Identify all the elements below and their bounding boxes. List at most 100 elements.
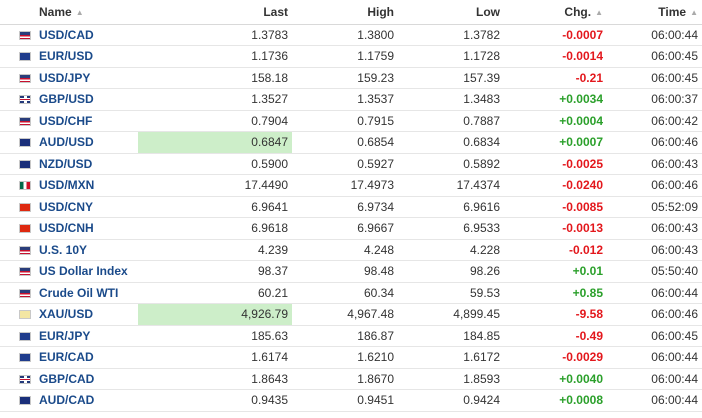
instrument-name-cell: USD/CHF xyxy=(0,110,138,132)
low-cell: 17.4374 xyxy=(456,178,500,193)
column-header-chg[interactable]: Chg. ▲ xyxy=(504,0,607,25)
instrument-link[interactable]: AUD/USD xyxy=(39,135,94,150)
low-cell: 1.1728 xyxy=(463,49,500,64)
instrument-link[interactable]: EUR/JPY xyxy=(39,328,91,343)
time-cell: 06:00:44 xyxy=(651,285,698,300)
table-row: EUR/USD 1.1736 1.1759 1.1728 -0.0014 06:00:45 xyxy=(0,46,702,67)
time-cell: 06:00:44 xyxy=(651,350,698,365)
eu-flag xyxy=(19,52,31,62)
instrument-name-cell: EUR/JPY xyxy=(0,325,138,347)
instrument-link[interactable]: USD/CNY xyxy=(39,199,94,214)
instrument-link[interactable]: GBP/CAD xyxy=(39,371,95,386)
last-cell: 0.7904 xyxy=(251,113,288,128)
last-cell: 0.5900 xyxy=(251,156,288,171)
table-row: AUD/USD 0.6847 0.6854 0.6834 +0.0007 06:00:46 xyxy=(0,131,702,153)
table-row: Crude Oil WTI 60.21 60.34 59.53 +0.85 06:00:4… xyxy=(0,282,702,304)
column-header-high[interactable]: High xyxy=(292,0,398,25)
table-row: NZD/USD 0.5900 0.5927 0.5892 -0.0025 06:00:43 xyxy=(0,153,702,175)
chg-cell: -0.0007 xyxy=(562,27,603,42)
last-cell: 98.37 xyxy=(257,264,288,279)
instrument-link[interactable]: USD/CHF xyxy=(39,113,93,128)
sort-arrows-icon[interactable]: ▲ xyxy=(595,7,603,17)
instrument-name-cell: USD/CNH xyxy=(0,218,138,240)
last-cell: 1.3527 xyxy=(251,92,288,107)
table-row: USD/CHF 0.7904 0.7915 0.7887 +0.0004 06:00:42 xyxy=(0,110,702,132)
column-header-time-label: Time xyxy=(658,4,687,19)
time-cell: 06:00:43 xyxy=(651,221,698,236)
last-cell: 1.3783 xyxy=(251,27,288,42)
instrument-link[interactable]: AUD/CAD xyxy=(39,393,95,408)
instrument-link[interactable]: EUR/CAD xyxy=(39,350,94,365)
table-row: USD/JPY 158.18 159.23 157.39 -0.21 06:00:45 xyxy=(0,67,702,89)
column-header-name[interactable]: Name ▲ xyxy=(0,0,138,25)
time-cell: 06:00:45 xyxy=(651,49,698,64)
last-cell: 17.4490 xyxy=(244,178,288,193)
time-cell: 05:50:40 xyxy=(651,264,698,279)
column-header-last-label: Last xyxy=(263,4,288,19)
instrument-link[interactable]: U.S. 10Y xyxy=(39,242,88,257)
time-cell: 05:52:09 xyxy=(651,199,698,214)
gb-flag xyxy=(19,95,31,105)
time-cell: 06:00:45 xyxy=(651,328,698,343)
instrument-link[interactable]: USD/CNH xyxy=(39,221,94,236)
sort-arrows-icon[interactable]: ▲ xyxy=(690,7,698,17)
low-cell: 98.26 xyxy=(469,264,500,279)
table-row: USD/CAD 1.3783 1.3800 1.3782 -0.0007 06:00:44 xyxy=(0,24,702,46)
instrument-link[interactable]: XAU/USD xyxy=(39,307,94,322)
us-flag xyxy=(19,116,31,126)
low-cell: 1.3782 xyxy=(463,27,500,42)
instrument-link[interactable]: USD/CAD xyxy=(39,27,94,42)
us-flag xyxy=(19,73,31,83)
instrument-link[interactable]: US Dollar Index xyxy=(39,264,128,279)
instrument-name-cell: NZD/USD xyxy=(0,153,138,175)
column-header-high-label: High xyxy=(367,4,394,19)
last-cell: 4,926.79 xyxy=(138,303,292,325)
instrument-link[interactable]: EUR/USD xyxy=(39,49,94,64)
time-cell: 06:00:44 xyxy=(651,393,698,408)
high-cell: 1.8670 xyxy=(357,371,394,386)
instrument-link[interactable]: Crude Oil WTI xyxy=(39,285,119,300)
instrument-link[interactable]: USD/JPY xyxy=(39,70,91,85)
chg-cell: -9.58 xyxy=(575,307,603,322)
column-header-low-label: Low xyxy=(476,4,500,19)
low-cell: 0.6834 xyxy=(463,135,500,150)
instrument-link[interactable]: GBP/USD xyxy=(39,92,94,107)
gb-flag xyxy=(19,374,31,384)
high-cell: 186.87 xyxy=(357,328,394,343)
chg-cell: +0.0040 xyxy=(559,371,603,386)
column-header-time[interactable]: Time ▲ xyxy=(607,0,702,25)
cn-flag xyxy=(19,224,31,234)
time-cell: 06:00:45 xyxy=(651,70,698,85)
instrument-link[interactable]: NZD/USD xyxy=(39,156,93,171)
high-cell: 4,967.48 xyxy=(347,307,394,322)
low-cell: 1.6172 xyxy=(463,350,500,365)
high-cell: 1.3537 xyxy=(357,92,394,107)
chg-cell: -0.0085 xyxy=(562,199,603,214)
instrument-name-cell: XAU/USD xyxy=(0,304,138,326)
low-cell: 6.9616 xyxy=(463,199,500,214)
table-row: US Dollar Index 98.37 98.48 98.26 +0.01 05:50… xyxy=(0,261,702,282)
chg-cell: -0.0013 xyxy=(562,221,603,236)
gold-icon xyxy=(19,310,31,320)
low-cell: 0.7887 xyxy=(463,113,500,128)
instrument-name-cell: Crude Oil WTI xyxy=(0,282,138,304)
instrument-name-cell: U.S. 10Y xyxy=(0,239,138,261)
chg-cell: +0.85 xyxy=(572,285,603,300)
last-cell: 6.9641 xyxy=(251,199,288,214)
sort-arrows-icon[interactable]: ▲ xyxy=(75,7,84,17)
last-cell: 1.6174 xyxy=(251,350,288,365)
time-cell: 06:00:43 xyxy=(651,242,698,257)
low-cell: 0.9424 xyxy=(463,393,500,408)
instrument-name-cell: EUR/CAD xyxy=(0,347,138,369)
high-cell: 17.4973 xyxy=(350,178,394,193)
column-header-last[interactable]: Last xyxy=(138,0,292,25)
instrument-name-cell: AUD/CAD xyxy=(0,390,138,412)
last-cell: 60.21 xyxy=(257,285,288,300)
last-cell: 4.239 xyxy=(257,242,288,257)
column-header-low[interactable]: Low xyxy=(398,0,504,25)
chg-cell: -0.21 xyxy=(575,70,603,85)
time-cell: 06:00:46 xyxy=(651,178,698,193)
instrument-link[interactable]: USD/MXN xyxy=(39,178,95,193)
au-flag xyxy=(19,138,31,148)
